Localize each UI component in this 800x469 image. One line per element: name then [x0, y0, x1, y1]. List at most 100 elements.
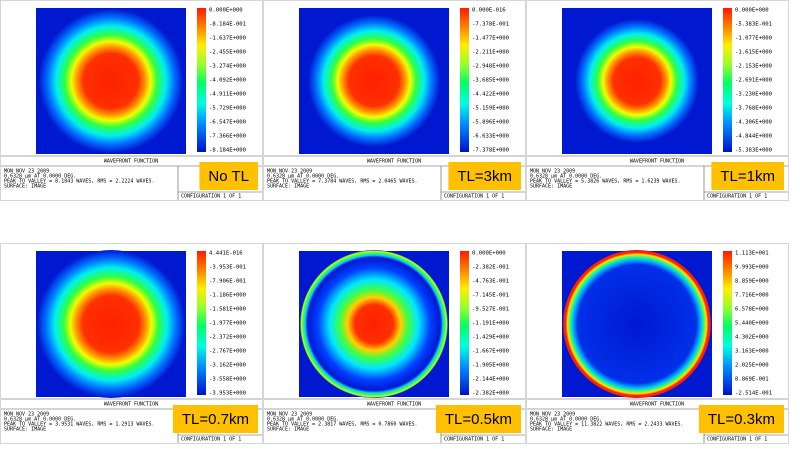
colorbar-label: -3.768E+000: [735, 106, 772, 112]
footer-line: PEAK TO VALLEY = 8.1843 WAVES, RMS = 2.2…: [4, 179, 155, 185]
colorbar-label: -4.306E+000: [735, 120, 772, 126]
colorbar-label: 0.000E+000: [209, 8, 243, 14]
case-label-text: TL=0.3km: [708, 411, 775, 428]
footer-line: SURFACE: IMAGE: [267, 427, 309, 433]
colorbar-label: -1.477E+000: [472, 36, 509, 42]
colorbar-label: 4.441E-016: [209, 251, 243, 257]
colorbar-label: 1.113E+001: [735, 251, 769, 257]
wavefront-map: [300, 250, 448, 398]
case-label: TL=1km: [711, 162, 784, 190]
colorbar-label: -3.162E+000: [209, 363, 246, 369]
colorbar-label: -1.077E+000: [735, 36, 772, 42]
wavefront-panel: 1.113E+001 9.993E+000 8.859E+000 7.716E+000…: [526, 243, 789, 444]
colorbar-label: -3.953E+000: [209, 391, 246, 397]
case-label-text: TL=0.5km: [445, 411, 512, 428]
colorbar-label: -1.581E+000: [209, 307, 246, 313]
colorbar-label: -7.145E-001: [472, 293, 509, 299]
colorbar-label: 0.000E-016: [472, 8, 506, 14]
colorbar-label: -2.211E+000: [472, 50, 509, 56]
footer-title: WAVEFRONT FUNCTION: [104, 159, 158, 165]
wavefront-map: [37, 250, 185, 398]
colorbar-label: -3.230E+000: [735, 92, 772, 98]
colorbar-label: -2.153E+000: [735, 64, 772, 70]
colorbar-label: -4.763E-001: [472, 279, 509, 285]
footer-config: CONFIGURATION 1 OF 1: [707, 437, 767, 443]
wavefront-map: [575, 19, 699, 143]
colorbar-label: -5.159E+000: [472, 106, 509, 112]
colorbar-label: -2.691E+000: [735, 78, 772, 84]
case-label-box: [698, 405, 784, 433]
colorbar-label: -4.911E+000: [209, 92, 246, 98]
colorbar-label: -2.144E+000: [472, 377, 509, 383]
colorbar-label: -2.514E-001: [735, 391, 772, 397]
wavefront-panel: 0.000E-016 -7.378E-001 -1.477E+000 -2.211E+…: [263, 0, 526, 201]
colorbar-label: -5.729E+000: [209, 106, 246, 112]
colorbar-label: 0.000E+000: [735, 8, 769, 14]
footer-line: 0.6328 µm AT 0.0000 DEG.: [4, 417, 76, 423]
footer-line: MON NOV 23 2009: [4, 169, 49, 175]
colorbar-label: 3.163E+000: [735, 349, 769, 355]
colorbar-label: -2.767E+000: [209, 349, 246, 355]
wavefront-panel: 0.000E+000 -8.184E-001 -1.637E+000 -2.455E+…: [0, 0, 263, 201]
case-label-box: [711, 162, 784, 190]
colorbar-label: -7.378E+000: [472, 148, 509, 154]
footer-config: CONFIGURATION 1 OF 1: [444, 194, 504, 200]
colorbar-label: -4.092E+000: [209, 78, 246, 84]
case-label: TL=0.5km: [435, 405, 521, 433]
footer-line: SURFACE: IMAGE: [4, 184, 46, 190]
case-label-box: [448, 162, 521, 190]
colorbar-label: -1.615E+000: [735, 50, 772, 56]
colorbar-label: 8.859E+000: [735, 279, 769, 285]
case-label-text: No TL: [208, 168, 249, 185]
colorbar: [723, 8, 732, 152]
colorbar-label: -2.948E+000: [472, 64, 509, 70]
colorbar-label: -6.547E+000: [209, 120, 246, 126]
colorbar-label: 9.993E+000: [735, 265, 769, 271]
colorbar: [197, 8, 206, 152]
wavefront-map: [308, 15, 440, 147]
footer-line: MON NOV 23 2009: [267, 412, 312, 418]
colorbar-label: -1.637E+000: [209, 36, 246, 42]
colorbar: [460, 251, 469, 395]
footer-line: PEAK TO VALLEY = 11.3822 WAVES, RMS = 2.…: [530, 422, 684, 428]
colorbar-label: -8.184E-001: [209, 22, 246, 28]
colorbar-label: -1.429E+000: [472, 335, 509, 341]
colorbar-label: 7.716E+000: [735, 293, 769, 299]
footer-line: SURFACE: IMAGE: [4, 427, 46, 433]
colorbar: [460, 8, 469, 152]
case-label-box: [435, 405, 521, 433]
case-label-text: TL=0.7km: [182, 411, 249, 428]
footer-line: 0.6328 µm AT 0.0000 DEG.: [4, 174, 76, 180]
wavefront-map: [563, 250, 711, 398]
case-label-box: [199, 162, 258, 190]
colorbar-label: -8.184E+000: [209, 148, 246, 154]
colorbar-label: -3.685E+000: [472, 78, 509, 84]
colorbar-label: -3.953E-001: [209, 265, 246, 271]
colorbar-label: -2.372E+000: [209, 335, 246, 341]
footer-line: PEAK TO VALLEY = 5.3826 WAVES, RMS = 1.6…: [530, 179, 681, 185]
case-label-box: [172, 405, 258, 433]
footer-config: CONFIGURATION 1 OF 1: [181, 437, 241, 443]
footer-line: MON NOV 23 2009: [530, 412, 575, 418]
colorbar-label: 8.869E-001: [735, 377, 769, 383]
colorbar-label: -1.191E+000: [472, 321, 509, 327]
colorbar-label: -3.558E+000: [209, 377, 246, 383]
wavefront-panel: 4.441E-016 -3.953E-001 -7.906E-001 -1.186E+…: [0, 243, 263, 444]
footer-line: SURFACE: IMAGE: [530, 184, 572, 190]
colorbar-label: -7.378E-001: [472, 22, 509, 28]
colorbar-label: -2.455E+000: [209, 50, 246, 56]
footer-title: WAVEFRONT FUNCTION: [630, 402, 684, 408]
footer-line: MON NOV 23 2009: [530, 169, 575, 175]
colorbar-label: -2.382E-001: [472, 265, 509, 271]
colorbar-label: -5.383E-001: [735, 22, 772, 28]
case-label: No TL: [199, 162, 258, 190]
colorbar-label: -1.667E+000: [472, 349, 509, 355]
case-label: TL=3km: [448, 162, 521, 190]
wavefront-map: [39, 9, 183, 153]
colorbar-label: 2.025E+000: [735, 363, 769, 369]
footer-line: 0.6328 µm AT 0.0000 DEG.: [267, 417, 339, 423]
footer-title: WAVEFRONT FUNCTION: [630, 159, 684, 165]
case-label: TL=0.3km: [698, 405, 784, 433]
footer-config: CONFIGURATION 1 OF 1: [181, 194, 241, 200]
